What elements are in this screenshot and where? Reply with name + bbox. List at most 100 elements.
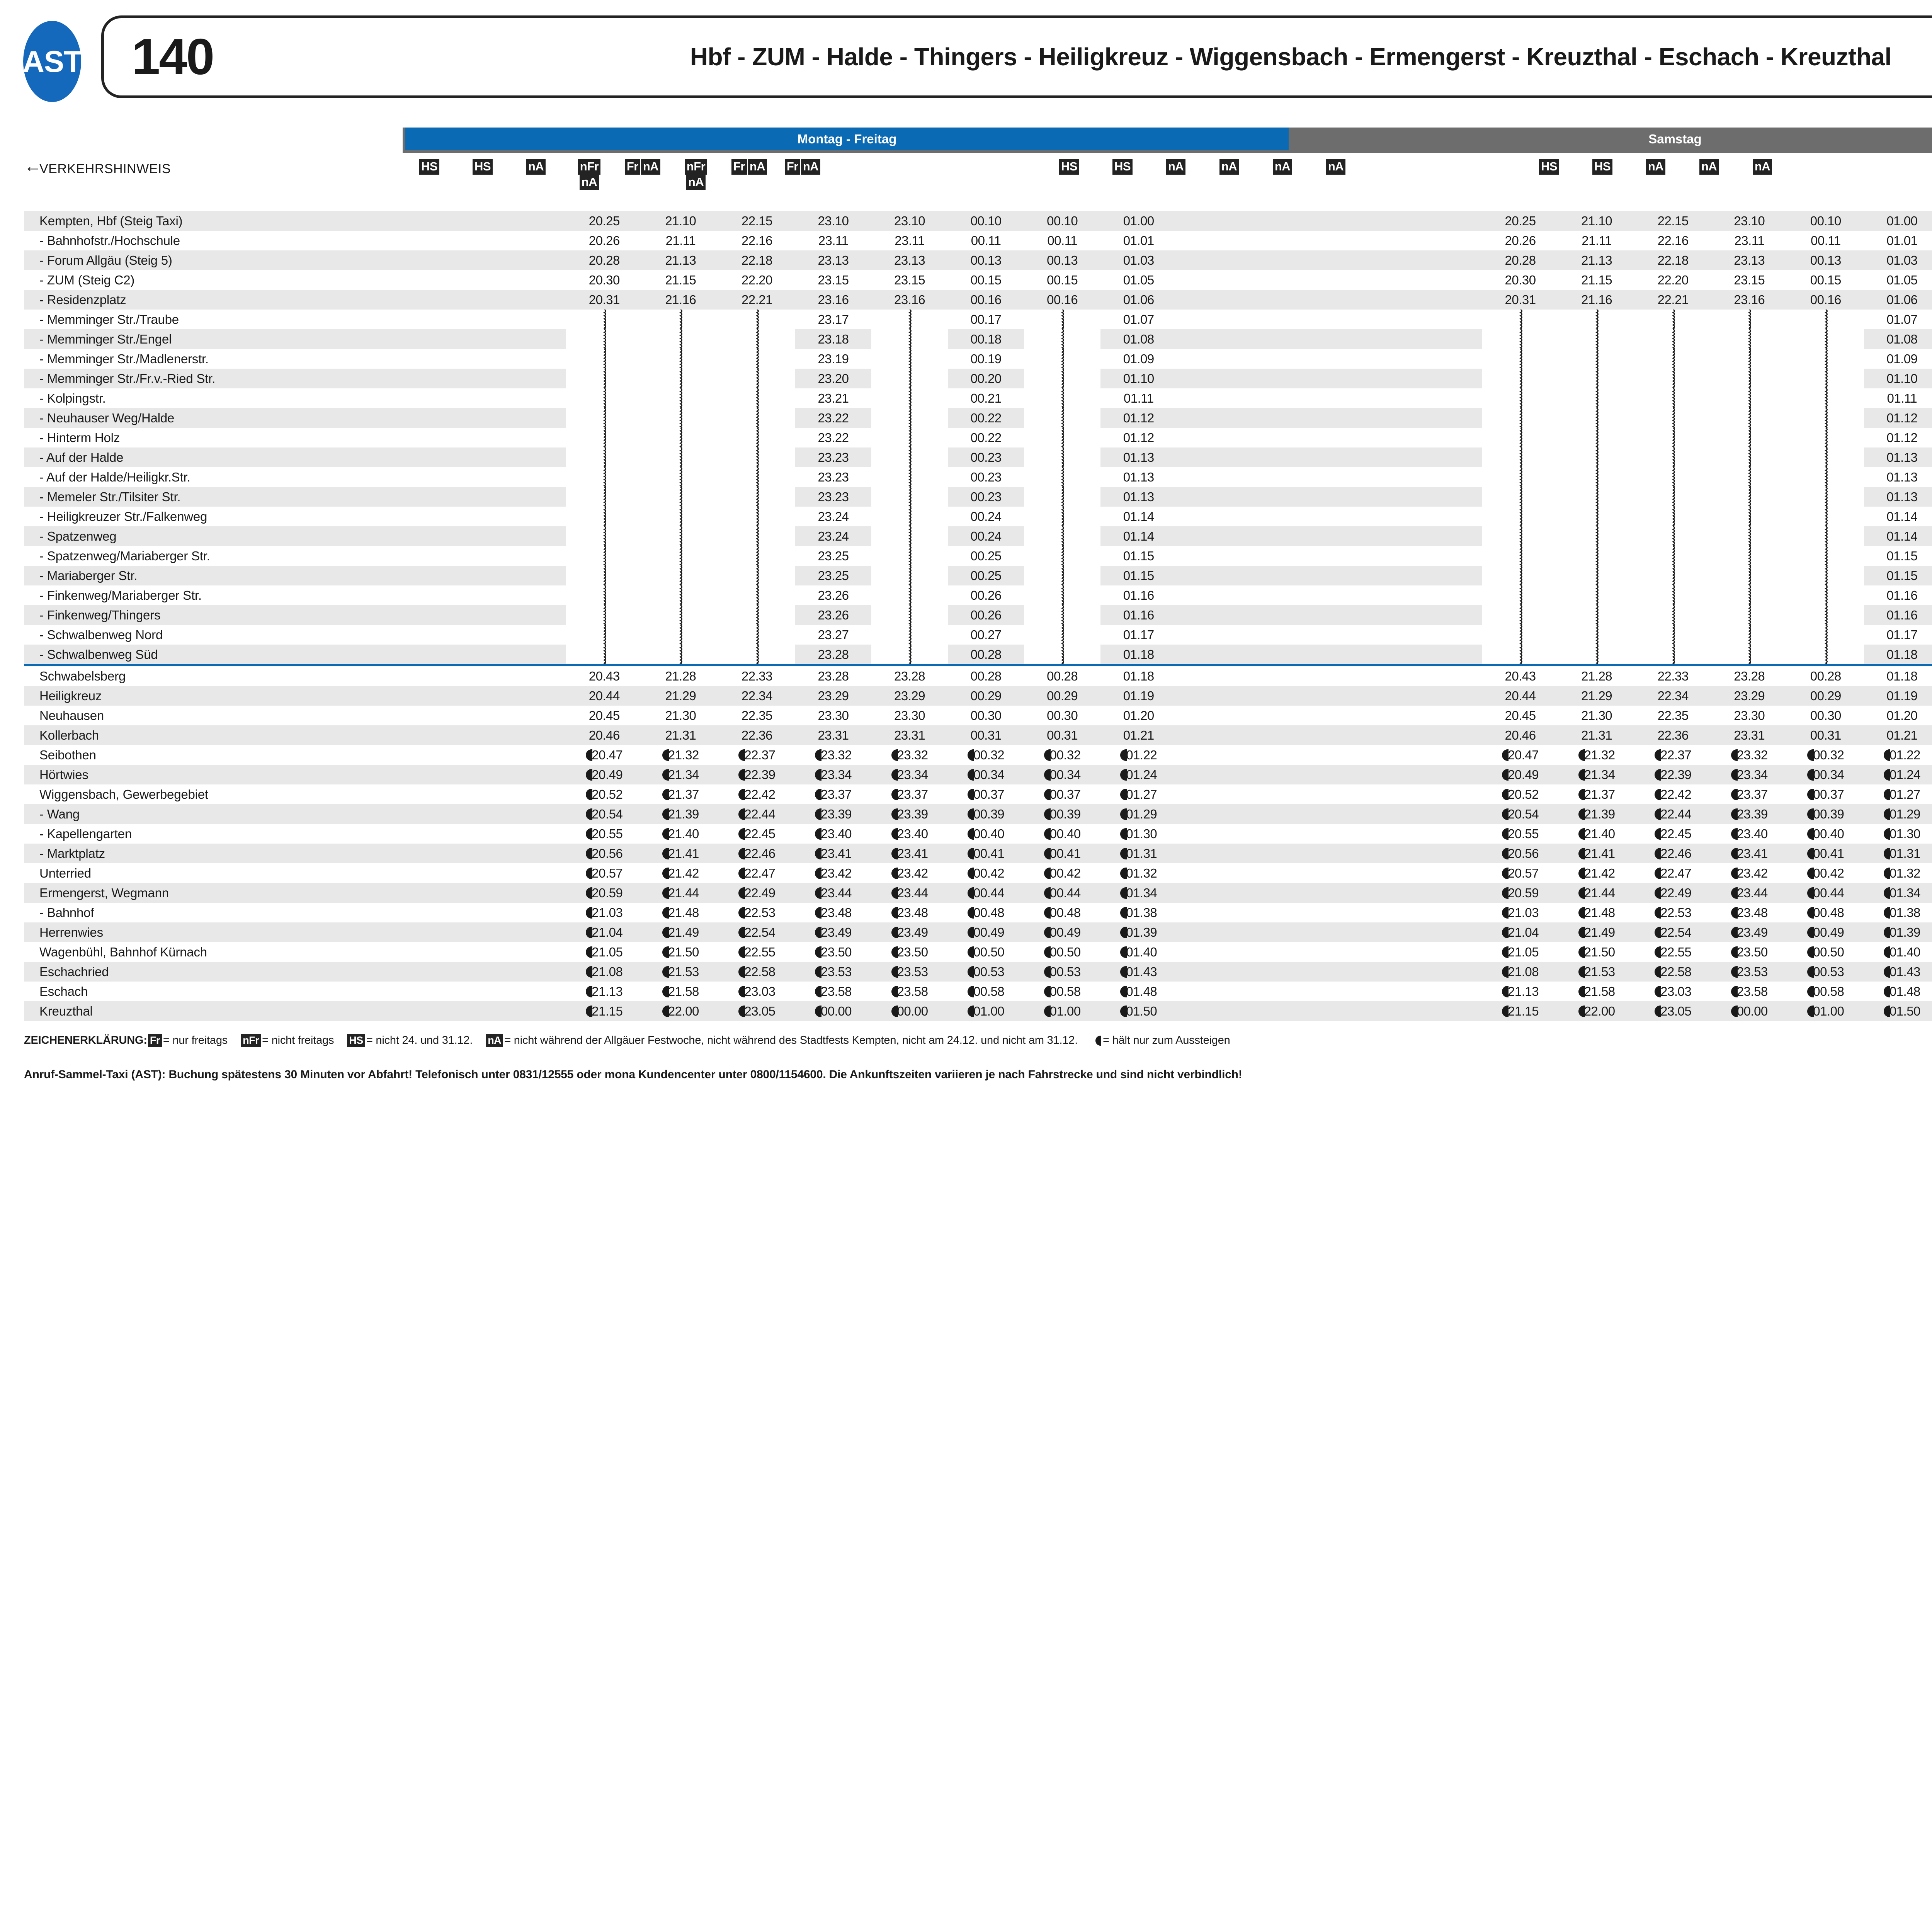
- time-cell: 23.13: [795, 250, 872, 270]
- time-cell-continuation: [871, 388, 948, 408]
- time-cell-empty: [1406, 686, 1482, 706]
- symbol-chip-na: nA: [579, 174, 599, 190]
- time-cell: 22.49: [719, 883, 795, 903]
- stop-name: Schwabelsberg: [39, 669, 126, 683]
- table-row: Neuhausen 20.45 21.30 22.35 23.30 23.30 00.30 0…: [24, 706, 1932, 725]
- exit-only-icon: [1502, 808, 1509, 820]
- exit-only-icon: [1578, 985, 1585, 997]
- time-cell: 01.07: [1886, 312, 1918, 327]
- time-cell-continuation: [871, 546, 948, 566]
- time-cell-empty: [1406, 408, 1482, 428]
- time-cell: 22.34: [1634, 686, 1711, 706]
- time-cell-empty: [1406, 546, 1482, 566]
- time-cell-continuation: [643, 605, 719, 625]
- continuation-squiggle: [1482, 645, 1559, 664]
- exit-only-icon: [1502, 887, 1509, 899]
- time-cell: 01.27: [1100, 784, 1177, 804]
- exit-only-icon: [1502, 985, 1509, 997]
- time-cell-empty: [1330, 310, 1406, 329]
- stop-name: Wagenbühl, Bahnhof Kürnach: [39, 944, 207, 959]
- time-cell: 01.17: [1123, 627, 1155, 642]
- time-cell-continuation: [719, 566, 795, 585]
- exit-only-icon: [738, 808, 745, 820]
- time-cell: 21.44: [642, 883, 719, 903]
- exit-only-icon: [662, 887, 669, 899]
- time-cell: 20.59: [1482, 883, 1559, 903]
- time-cell-empty: [1330, 982, 1406, 1001]
- time-cell: 00.17: [970, 312, 1002, 327]
- time-cell: 21.53: [642, 962, 719, 982]
- continuation-squiggle: [1024, 369, 1100, 388]
- exit-only-icon: [968, 926, 975, 938]
- time-cell: 22.00: [642, 1001, 719, 1021]
- time-cell-empty: [1406, 270, 1482, 290]
- exit-only-icon: [1655, 946, 1662, 958]
- back-arrow-icon[interactable]: ←: [24, 156, 42, 176]
- continuation-squiggle: [1711, 369, 1787, 388]
- time-cell-empty: [1330, 349, 1406, 369]
- time-cell-empty: [1253, 526, 1330, 546]
- time-cell-continuation: [1558, 487, 1635, 507]
- time-cell-continuation: [643, 428, 719, 447]
- time-cell-continuation: [719, 645, 795, 666]
- time-cell-empty: [1253, 804, 1330, 824]
- time-cell: 22.42: [719, 784, 795, 804]
- time-cell: 22.44: [1634, 804, 1711, 824]
- time-cell: 00.16: [947, 290, 1024, 310]
- time-cell: 22.53: [1635, 903, 1711, 922]
- exit-only-icon: [1883, 769, 1890, 781]
- exit-only-icon: [1807, 808, 1814, 820]
- exit-only-icon: [662, 749, 669, 761]
- exit-only-icon: [1883, 985, 1890, 997]
- time-cell: 22.33: [741, 669, 773, 683]
- time-cell: 00.31: [1787, 725, 1864, 745]
- time-cell-empty: [1329, 922, 1406, 942]
- time-cell-continuation: [1787, 408, 1864, 428]
- time-cell-continuation: [1482, 369, 1559, 388]
- time-cell-continuation: [1787, 526, 1864, 546]
- stop-name: - Wang: [24, 804, 566, 824]
- time-cell: 01.12: [1100, 408, 1177, 428]
- time-cell: 23.11: [818, 233, 849, 248]
- time-cell-empty: [1329, 329, 1406, 349]
- time-cell: 22.58: [1634, 962, 1711, 982]
- exit-only-icon: [968, 847, 975, 859]
- exit-only-icon: [1044, 926, 1051, 938]
- time-cell: 01.15: [1886, 548, 1918, 563]
- time-cell-continuation: [643, 408, 719, 428]
- stop-name: Unterried: [39, 866, 91, 880]
- time-cell-empty: [1406, 467, 1482, 487]
- symbol-chip-na: nA: [1166, 159, 1186, 175]
- time-cell-empty: [1406, 982, 1482, 1001]
- table-row: Schwabelsberg 20.43 21.28 22.33 23.28 23.28 00…: [24, 665, 1932, 686]
- time-cell: 23.42: [795, 863, 872, 883]
- table-row: Wiggensbach, Gewerbegebiet 20.52 21.37 22.4…: [24, 784, 1932, 804]
- time-cell: 23.53: [871, 962, 948, 982]
- time-cell-continuation: [1482, 487, 1559, 507]
- table-row: - Mariaberger Str.23.2500.2501.1501.1523…: [24, 566, 1932, 585]
- table-row: - Wang 20.54 21.39 22.44 23.39 23.39 00.39 00.3…: [24, 804, 1932, 824]
- exit-only-icon: [968, 749, 975, 761]
- time-cell: 21.05: [1482, 942, 1559, 962]
- time-cell-continuation: [1558, 369, 1635, 388]
- time-cell: 23.11: [895, 233, 925, 248]
- time-cell-empty: [1329, 804, 1406, 824]
- time-cell: 21.03: [1482, 903, 1559, 922]
- continuation-squiggle: [1711, 428, 1787, 447]
- time-cell-empty: [1329, 765, 1406, 784]
- time-cell-empty: [1406, 844, 1482, 863]
- time-cell: 21.13: [642, 250, 719, 270]
- legend-chip-nfr: nFr: [241, 1034, 261, 1047]
- exit-only-icon: [891, 946, 898, 958]
- exit-only-icon: [586, 847, 593, 859]
- exit-only-icon: [1731, 828, 1738, 840]
- time-cell-empty: [1177, 804, 1253, 824]
- continuation-squiggle: [1711, 310, 1787, 329]
- table-row: Seibothen 20.47 21.32 22.37 23.32 23.32 00.32 0…: [24, 745, 1932, 765]
- continuation-squiggle: [566, 645, 643, 664]
- symbol-chip-nfr: nFr: [578, 159, 601, 175]
- time-cell: 21.31: [642, 725, 719, 745]
- exit-only-icon: [738, 769, 745, 781]
- continuation-squiggle: [643, 329, 719, 349]
